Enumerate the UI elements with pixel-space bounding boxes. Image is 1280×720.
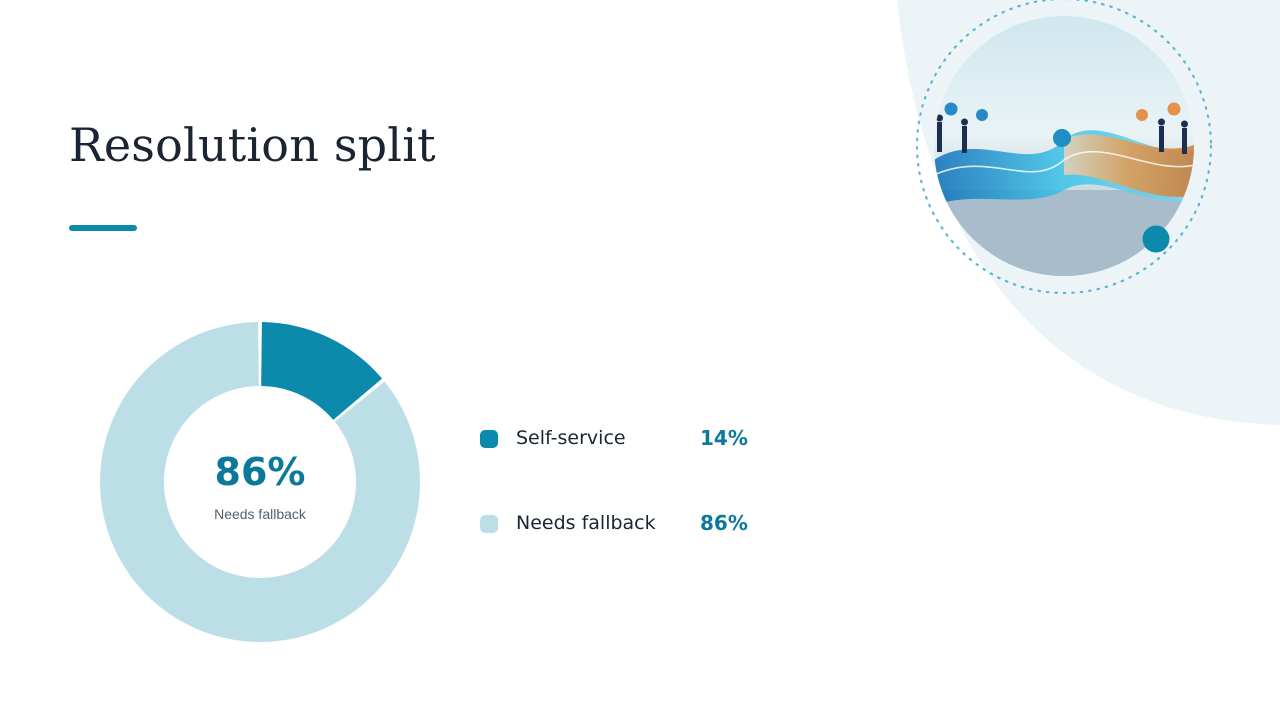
- legend-swatch-self-service: [480, 430, 498, 448]
- donut-slice-needs-fallback: [100, 322, 421, 642]
- slide-title: Resolution split: [69, 118, 436, 172]
- legend-item-self-service: Self-service 14%: [480, 425, 780, 455]
- legend-item-needs-fallback: Needs fallback 86%: [480, 510, 780, 540]
- donut-chart: [100, 322, 421, 642]
- accent-dot: [1142, 225, 1170, 253]
- legend-value: 86%: [700, 511, 748, 535]
- dotted-ring: [915, 0, 1213, 295]
- people-connected-by-data-stream-image: [934, 16, 1194, 276]
- legend-swatch-needs-fallback: [480, 515, 498, 533]
- legend-value: 14%: [700, 426, 748, 450]
- legend-label: Self-service: [516, 427, 626, 449]
- legend-label: Needs fallback: [516, 512, 656, 534]
- donut-center-value: 86%: [214, 450, 306, 494]
- donut-center-label: Needs fallback: [214, 506, 306, 522]
- donut-slice-self-service: [261, 322, 383, 420]
- title-underline: [69, 225, 137, 231]
